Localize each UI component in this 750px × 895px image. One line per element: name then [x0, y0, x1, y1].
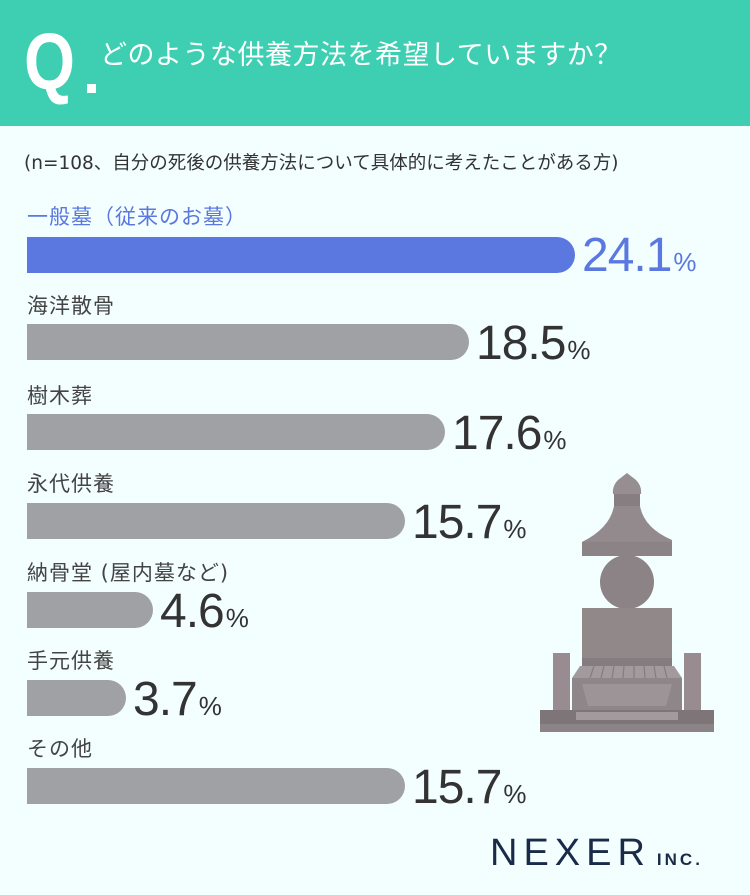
bar-value: 17.6% [452, 410, 567, 458]
nexer-logo: NEXER INC. [490, 832, 703, 875]
bar-label: 海洋散骨 [27, 294, 115, 318]
bar [27, 503, 405, 539]
bar-value: 18.5% [476, 320, 591, 368]
value-number: 4.6 [160, 585, 225, 638]
value-number: 3.7 [133, 673, 198, 726]
value-unit: % [543, 425, 567, 455]
value-number: 24.1 [582, 229, 672, 282]
value-unit: % [567, 335, 591, 365]
bar-value: 24.1% [582, 232, 697, 280]
header-banner: Q どのような供養方法を希望していますか？ [0, 0, 750, 126]
bar-label: 樹木葬 [27, 384, 93, 408]
bar [27, 324, 469, 360]
bar-label: 一般墓（従来のお墓） [27, 205, 247, 229]
bar-value: 15.7% [412, 764, 527, 812]
bar-value: 15.7% [412, 499, 527, 547]
logo-suffix: INC. [656, 850, 703, 869]
value-unit: % [225, 603, 249, 633]
value-unit: % [673, 247, 697, 277]
bar-label: その他 [27, 737, 93, 761]
value-number: 15.7 [412, 496, 502, 549]
value-number: 15.7 [412, 761, 502, 814]
bar [27, 237, 575, 273]
value-number: 17.6 [452, 407, 542, 460]
value-unit: % [198, 691, 222, 721]
bar-value: 4.6% [160, 588, 249, 636]
q-dot [87, 84, 96, 93]
bar [27, 592, 153, 628]
value-number: 18.5 [476, 317, 566, 370]
question-title: どのような供養方法を希望していますか？ [100, 40, 622, 71]
bar [27, 414, 445, 450]
bar-label: 永代供養 [27, 472, 115, 496]
bar [27, 768, 405, 804]
value-unit: % [503, 779, 527, 809]
tombstone-icon [540, 473, 714, 732]
bar-label: 手元供養 [27, 649, 115, 673]
bar-label: 納骨堂 (屋内墓など) [27, 561, 230, 585]
q-mark: Q [24, 17, 76, 106]
sample-note: (n=108、自分の死後の供養方法について具体的に考えたことがある方) [24, 153, 619, 174]
bar-value: 3.7% [133, 676, 222, 724]
logo-main: NEXER [490, 832, 651, 874]
value-unit: % [503, 514, 527, 544]
bar [27, 680, 126, 716]
